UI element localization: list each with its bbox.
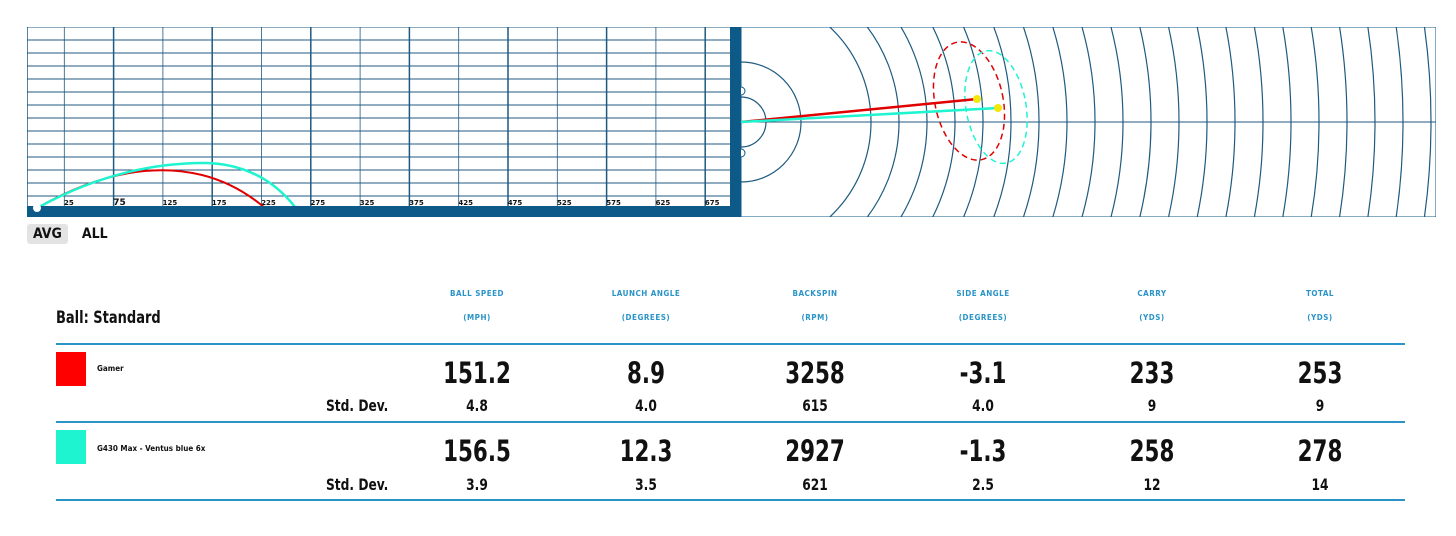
club1-launch-angle: 8.9 bbox=[627, 356, 665, 390]
club2-shot-line bbox=[741, 106, 999, 124]
side-trajectory-view: 25 75 125 175 225 275 325 375 425 475 525 575 625 675 bbox=[27, 27, 741, 217]
column-header-side-angle: SIDE ANGLE (DEGREES) bbox=[956, 289, 1010, 322]
distance-tick-label: 625 bbox=[656, 199, 671, 207]
tee-marker bbox=[33, 204, 41, 212]
club1-launch-angle-stddev: 4.0 bbox=[635, 396, 657, 415]
tee-marker-upper bbox=[741, 86, 746, 96]
table-divider bbox=[56, 421, 1405, 423]
club1-total-stddev: 9 bbox=[1315, 396, 1325, 415]
tee-marker-lower bbox=[741, 148, 746, 158]
column-header-launch-angle: LAUNCH ANGLE (DEGREES) bbox=[611, 289, 681, 322]
distance-tick-label: 375 bbox=[409, 199, 424, 207]
club2-side-angle: -1.3 bbox=[959, 434, 1007, 468]
club2-backspin-stddev: 621 bbox=[802, 475, 828, 494]
club2-backspin: 2927 bbox=[785, 434, 845, 468]
club2-total: 278 bbox=[1297, 434, 1343, 468]
side-view-background bbox=[27, 27, 741, 217]
distance-tick-label: 25 bbox=[64, 199, 74, 207]
club2-launch-angle: 12.3 bbox=[619, 434, 673, 468]
club2-color-swatch bbox=[56, 430, 86, 464]
distance-tick-label: 575 bbox=[606, 199, 621, 207]
club1-side-angle-stddev: 4.0 bbox=[972, 396, 994, 415]
club2-trajectory-line bbox=[38, 161, 296, 209]
club2-launch-angle-stddev: 3.5 bbox=[635, 475, 657, 494]
table-divider bbox=[56, 499, 1405, 501]
column-header-ball-speed: BALL SPEED (MPH) bbox=[450, 289, 504, 322]
club2-total-stddev: 14 bbox=[1311, 475, 1329, 494]
club2-carry: 258 bbox=[1129, 434, 1175, 468]
club1-color-swatch bbox=[56, 352, 86, 386]
tab-avg[interactable]: AVG bbox=[27, 224, 68, 244]
club1-shot-line bbox=[741, 97, 978, 124]
club1-ball-speed-stddev: 4.8 bbox=[466, 396, 488, 415]
top-dispersion-view bbox=[741, 27, 1436, 217]
club1-name: Gamer bbox=[97, 364, 124, 373]
club1-backspin: 3258 bbox=[785, 356, 845, 390]
club1-dispersion-ellipse bbox=[932, 41, 1006, 161]
distance-tick-label: 325 bbox=[360, 199, 375, 207]
club1-total: 253 bbox=[1297, 356, 1343, 390]
distance-tick-label: 175 bbox=[212, 199, 227, 207]
ball-label: Ball: Standard bbox=[56, 308, 161, 328]
club2-ball-speed: 156.5 bbox=[443, 434, 511, 468]
club1-stddev-label: Std. Dev. bbox=[326, 396, 389, 415]
side-view-distance-ticks: 25 75 125 175 225 275 325 375 425 475 525 575 625 675 bbox=[64, 198, 720, 208]
club2-carry-stddev: 12 bbox=[1143, 475, 1161, 494]
column-header-total: TOTAL (YDS) bbox=[1306, 289, 1334, 322]
column-header-backspin: BACKSPIN (RPM) bbox=[792, 289, 838, 322]
tab-all[interactable]: ALL bbox=[81, 226, 108, 242]
club2-landing-point bbox=[994, 104, 1002, 112]
column-header-carry: CARRY (YDS) bbox=[1137, 289, 1167, 322]
table-divider bbox=[56, 343, 1405, 345]
club2-ball-speed-stddev: 3.9 bbox=[466, 475, 488, 494]
distance-tick-label: 225 bbox=[261, 199, 276, 207]
distance-tick-label: 675 bbox=[705, 199, 720, 207]
distance-tick-label: 525 bbox=[557, 199, 572, 207]
distance-tick-label: 75 bbox=[113, 198, 126, 208]
club2-name: G430 Max - Ventus blue 6x bbox=[97, 444, 206, 453]
side-view-right-frame bbox=[730, 27, 741, 217]
distance-tick-label: 275 bbox=[311, 199, 326, 207]
distance-tick-label: 425 bbox=[458, 199, 473, 207]
ground-bar bbox=[27, 206, 741, 217]
club1-backspin-stddev: 615 bbox=[802, 396, 828, 415]
club1-ball-speed: 151.2 bbox=[443, 356, 511, 390]
club2-stddev-label: Std. Dev. bbox=[326, 475, 389, 494]
club1-carry: 233 bbox=[1129, 356, 1175, 390]
view-tabs: AVG ALL bbox=[27, 224, 114, 244]
club1-carry-stddev: 9 bbox=[1147, 396, 1157, 415]
distance-tick-label: 475 bbox=[508, 199, 523, 207]
club1-side-angle: -3.1 bbox=[959, 356, 1007, 390]
club1-landing-point bbox=[973, 95, 981, 103]
distance-tick-label: 125 bbox=[163, 199, 178, 207]
club2-side-angle-stddev: 2.5 bbox=[972, 475, 994, 494]
